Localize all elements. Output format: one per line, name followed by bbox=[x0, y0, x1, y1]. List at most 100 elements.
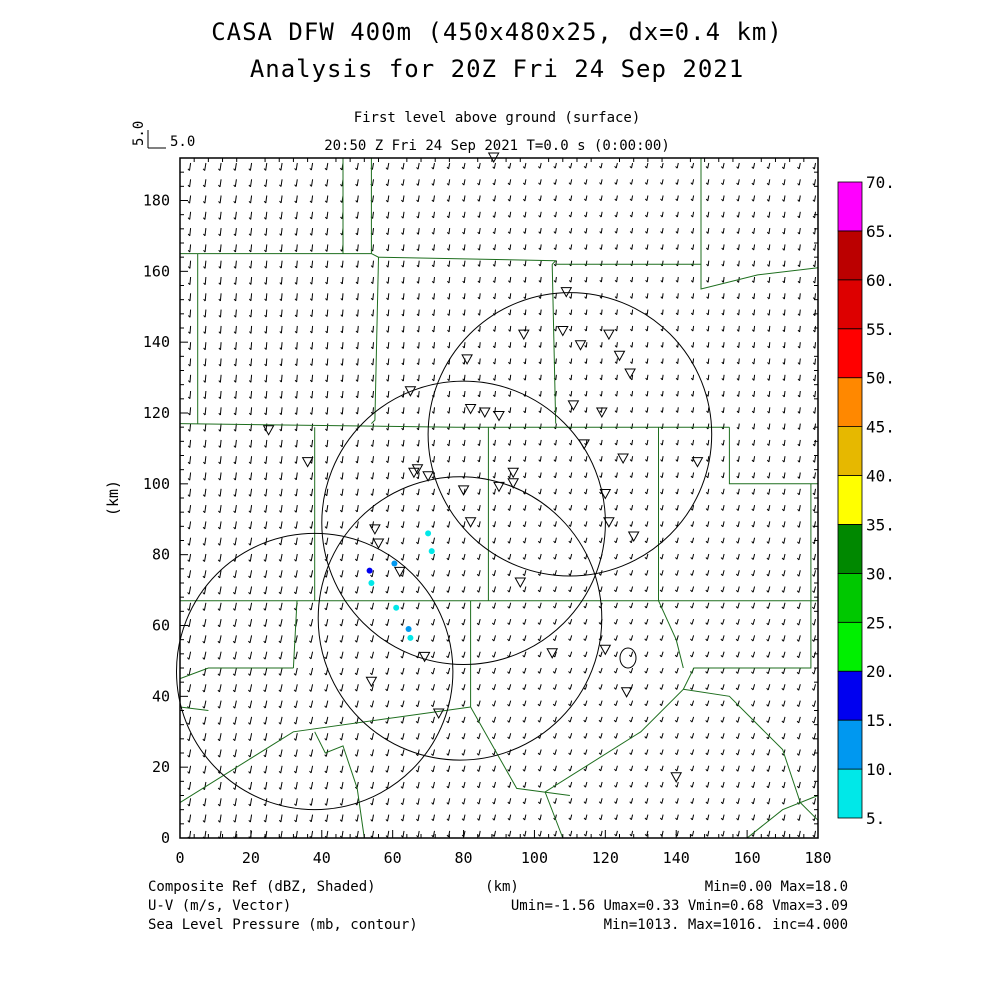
wind-vector bbox=[235, 407, 237, 415]
wind-vector bbox=[585, 179, 588, 185]
wind-vector-head bbox=[553, 491, 556, 495]
wind-vector-head bbox=[491, 638, 495, 642]
wind-vector-head bbox=[188, 298, 191, 302]
wind-vector bbox=[783, 733, 786, 740]
wind-vector bbox=[296, 374, 298, 383]
wind-vector bbox=[585, 374, 588, 380]
wind-vector-head bbox=[325, 314, 328, 317]
wind-vector-head bbox=[354, 623, 358, 627]
wind-vector bbox=[493, 586, 496, 593]
wind-vector bbox=[707, 390, 710, 397]
wind-vector-head bbox=[401, 216, 404, 219]
wind-vector-head bbox=[629, 410, 633, 413]
wind-vector-head bbox=[568, 182, 571, 185]
wind-vector bbox=[630, 635, 634, 641]
wind-vector-head bbox=[507, 785, 510, 788]
wind-vector-head bbox=[492, 769, 495, 772]
wind-vector bbox=[448, 293, 451, 300]
wind-vector-head bbox=[355, 346, 358, 350]
wind-vector bbox=[508, 765, 512, 772]
wind-vector-head bbox=[538, 345, 541, 348]
wind-vector bbox=[661, 798, 664, 804]
wind-vector bbox=[280, 358, 283, 366]
wind-vector-head bbox=[203, 380, 206, 383]
wind-vector-head bbox=[218, 412, 221, 416]
wind-vector bbox=[661, 439, 664, 446]
wind-vector-head bbox=[202, 184, 206, 188]
wind-vector bbox=[737, 635, 740, 642]
wind-vector bbox=[478, 602, 481, 609]
wind-vector-head bbox=[736, 410, 739, 414]
wind-vector-head bbox=[324, 672, 327, 676]
wind-vector-head bbox=[446, 508, 449, 512]
wind-vector bbox=[706, 667, 710, 674]
wind-vector-head bbox=[492, 573, 495, 577]
wind-vector bbox=[798, 195, 801, 202]
wind-vector bbox=[447, 781, 451, 789]
wind-vector bbox=[814, 456, 816, 463]
wind-vector-head bbox=[782, 492, 785, 495]
wind-vector-head bbox=[491, 671, 495, 674]
wind-vector-head bbox=[431, 280, 435, 284]
wind-vector bbox=[204, 570, 207, 578]
wind-vector bbox=[417, 439, 420, 447]
wind-vector-head bbox=[522, 508, 526, 511]
wind-vector bbox=[265, 244, 268, 252]
wind-vector bbox=[783, 537, 786, 544]
wind-vector-head bbox=[400, 672, 403, 675]
wind-vector bbox=[463, 456, 466, 463]
wind-vector bbox=[554, 488, 557, 495]
wind-vector-head bbox=[766, 557, 769, 561]
wind-vector bbox=[585, 537, 588, 543]
wind-vector bbox=[341, 358, 344, 366]
wind-vector-head bbox=[537, 687, 540, 690]
wind-vector-head bbox=[522, 736, 525, 739]
wind-vector-head bbox=[263, 477, 267, 481]
wind-vector-head bbox=[522, 589, 525, 593]
wind-vector bbox=[326, 293, 329, 301]
wind-vector bbox=[189, 228, 192, 236]
wind-vector-head bbox=[720, 622, 723, 625]
pressure-contour bbox=[619, 647, 637, 669]
wind-vector-head bbox=[370, 607, 373, 610]
wind-vector bbox=[448, 260, 451, 267]
wind-vector bbox=[402, 537, 405, 545]
wind-vector bbox=[219, 619, 222, 627]
wind-vector-head bbox=[477, 362, 480, 365]
wind-vector bbox=[707, 423, 710, 430]
wind-vector-head bbox=[812, 346, 816, 349]
wind-vector-head bbox=[584, 296, 587, 299]
wind-vector-head bbox=[233, 396, 237, 399]
wind-vector bbox=[494, 358, 496, 365]
wind-vector bbox=[387, 244, 390, 251]
county-boundary bbox=[179, 423, 730, 428]
wind-vector bbox=[280, 439, 283, 448]
wind-vector-head bbox=[721, 296, 724, 300]
wind-vector-head bbox=[797, 411, 800, 414]
wind-vector-head bbox=[309, 754, 312, 757]
wind-vector-head bbox=[553, 280, 557, 283]
wind-vector bbox=[707, 195, 710, 201]
wind-vector-head bbox=[400, 639, 403, 643]
wind-vector bbox=[447, 667, 451, 675]
wind-vector-head bbox=[324, 216, 328, 220]
wind-vector bbox=[493, 781, 496, 788]
wind-vector bbox=[539, 716, 542, 723]
wind-vector bbox=[204, 260, 207, 269]
wind-vector-head bbox=[355, 330, 358, 334]
wind-vector-head bbox=[735, 752, 739, 756]
wind-vector-head bbox=[477, 182, 480, 186]
wind-vector bbox=[677, 325, 679, 332]
wind-vector bbox=[371, 781, 374, 789]
wind-vector-head bbox=[751, 818, 754, 821]
wind-vector-head bbox=[217, 706, 220, 709]
wind-vector bbox=[310, 716, 314, 725]
wind-vector-head bbox=[325, 298, 328, 301]
wind-vector bbox=[310, 586, 314, 594]
wind-vector-head bbox=[644, 475, 648, 478]
wind-vector-head bbox=[537, 720, 540, 723]
wind-vector-head bbox=[705, 459, 709, 462]
wind-vector bbox=[265, 439, 268, 448]
wind-vector-head bbox=[461, 622, 464, 626]
wind-vector bbox=[280, 162, 283, 171]
